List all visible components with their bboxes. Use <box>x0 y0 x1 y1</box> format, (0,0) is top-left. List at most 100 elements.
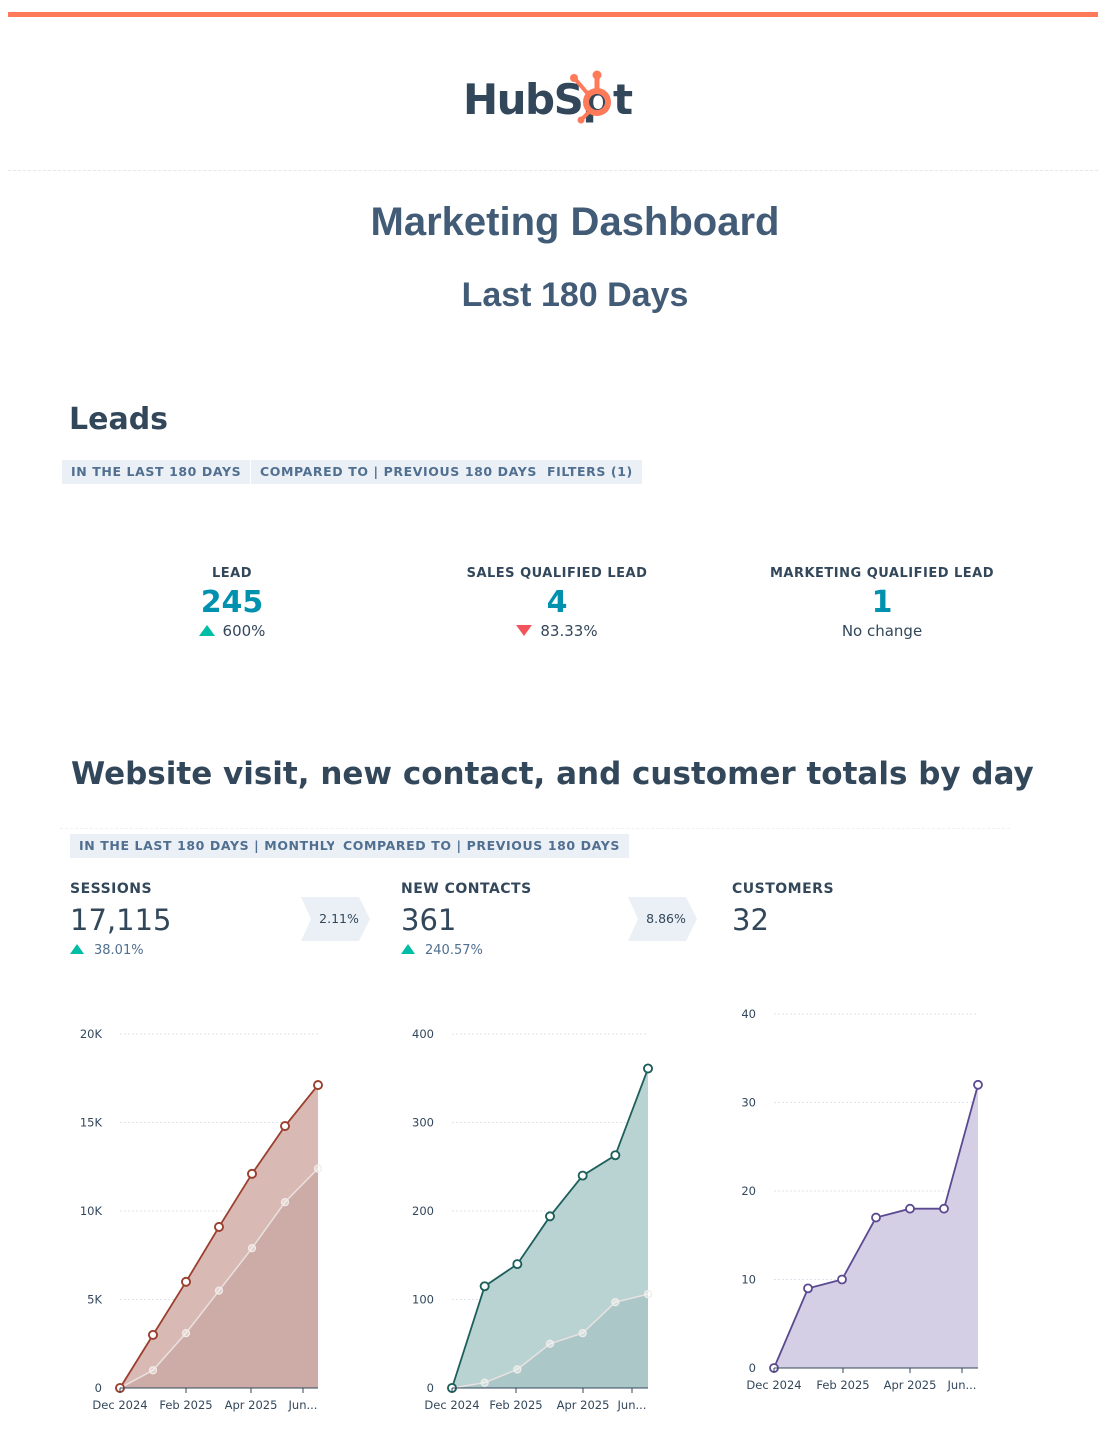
comparison-series-point <box>643 1290 653 1299</box>
comparison-series-line <box>451 1293 649 1389</box>
kpi-sql-change: 83.33% <box>407 622 707 640</box>
primary-series-point <box>313 1080 323 1090</box>
kpi-lead-label: LEAD <box>211 566 253 581</box>
kpi-lead-change-text: 600% <box>222 622 266 640</box>
kpi-lead-change: 600% <box>82 622 382 640</box>
x-tick-label: Dec 2024 <box>92 1398 147 1412</box>
x-tick-label: Dec 2024 <box>424 1398 479 1412</box>
header-panel <box>8 17 1098 171</box>
leads-title: Leads <box>69 402 169 437</box>
hubspot-logo-mark: HubSp t <box>463 70 633 124</box>
funnel-filter-date-range[interactable]: IN THE LAST 180 DAYS | MONTHLY <box>70 834 346 858</box>
kpi-sql-change-text: 83.33% <box>540 622 598 640</box>
up-triangle-icon <box>70 944 84 954</box>
y-tick-label: 20K <box>80 1027 103 1041</box>
kpi-lead: LEAD 245 600% <box>82 566 382 640</box>
primary-series-point <box>837 1274 847 1285</box>
x-tick-label: Apr 2025 <box>884 1378 937 1392</box>
primary-series-point <box>577 1170 588 1181</box>
kpi-mql-value: 1 <box>871 585 893 620</box>
y-tick-label: 15K <box>80 1116 103 1130</box>
y-tick-label: 400 <box>412 1027 434 1041</box>
kpi-lead-value: 245 <box>200 585 264 620</box>
x-tick-label: Feb 2025 <box>489 1398 542 1412</box>
metric-customers-value: 32 <box>732 903 769 937</box>
comparison-series-area <box>452 1294 648 1388</box>
primary-series-point <box>973 1079 983 1090</box>
chevron-arrow-shape <box>628 897 697 941</box>
comparison-series-point <box>513 1365 522 1374</box>
y-tick-label: 10K <box>80 1204 103 1218</box>
leads-filter-comparison[interactable]: COMPARED TO | PREVIOUS 180 DAYS <box>251 460 546 484</box>
up-triangle-icon <box>401 944 415 954</box>
primary-series-point <box>643 1063 653 1074</box>
metric-sessions-value: 17,115 <box>70 903 172 937</box>
conversion-rate-sessions-contacts: 2.11% <box>301 897 370 941</box>
metric-customers: CUSTOMERS 32 <box>732 881 834 937</box>
y-tick-label: 10 <box>741 1273 756 1287</box>
primary-series-point <box>181 1276 191 1287</box>
y-tick-label: 0 <box>749 1361 756 1375</box>
comparison-series-point <box>148 1366 158 1375</box>
comparison-series-point <box>247 1244 257 1253</box>
metric-customers-label: CUSTOMERS <box>732 881 835 897</box>
comparison-series-point <box>578 1328 587 1338</box>
leads-filter-date-range[interactable]: IN THE LAST 180 DAYS <box>62 460 251 484</box>
primary-series-area <box>774 1084 978 1368</box>
y-tick-label: 40 <box>741 1007 756 1021</box>
primary-series-point <box>939 1203 949 1214</box>
hubspot-logo: HubSp t <box>463 66 663 126</box>
kpi-sql-value: 4 <box>546 585 568 620</box>
sessions-chart: 0 5K 10K 15K 20K Dec 2024 Feb 2025 Apr 2025 Jun.… <box>80 1027 323 1412</box>
down-triangle-icon <box>516 625 533 636</box>
primary-series-point <box>247 1168 257 1179</box>
primary-series-area <box>452 1068 648 1388</box>
comparison-series-line <box>119 1167 319 1389</box>
y-tick-label: 5K <box>87 1293 102 1307</box>
conversion-rate-sessions-contacts-text: 2.11% <box>319 911 359 926</box>
primary-series-point <box>214 1222 224 1232</box>
x-tick-label: Jun... <box>617 1398 647 1412</box>
section-divider <box>60 828 1010 829</box>
comparison-series-area <box>120 1168 318 1388</box>
primary-series-point <box>280 1121 290 1131</box>
svg-text:t: t <box>613 75 633 124</box>
y-tick-label: 0 <box>427 1381 434 1395</box>
x-tick-label: Feb 2025 <box>159 1398 212 1412</box>
comparison-series-point <box>545 1339 555 1348</box>
metric-new-contacts-change-text: 240.57% <box>425 943 483 958</box>
funnel-filter-comparison[interactable]: COMPARED TO | PREVIOUS 180 DAYS <box>334 834 629 858</box>
kpi-sql: SALES QUALIFIED LEAD 4 83.33% <box>407 566 707 640</box>
x-tick-label: Apr 2025 <box>557 1398 610 1412</box>
metric-sessions-change: 38.01% <box>70 943 171 958</box>
primary-series-point <box>905 1203 915 1214</box>
chevron-arrow-shape <box>301 897 370 941</box>
y-tick-label: 100 <box>412 1293 434 1307</box>
primary-series-point <box>479 1281 490 1292</box>
metric-sessions: SESSIONS 17,115 38.01% <box>70 881 171 958</box>
funnel-title: Website visit, new contact, and customer… <box>71 756 1034 792</box>
x-tick-label: Jun... <box>947 1378 977 1392</box>
conversion-rate-contacts-customers: 8.86% <box>628 897 697 941</box>
kpi-mql: MARKETING QUALIFIED LEAD 1 No change <box>732 566 1032 640</box>
kpi-mql-label: MARKETING QUALIFIED LEAD <box>769 566 995 581</box>
primary-series-point <box>871 1212 881 1223</box>
comparison-series-point <box>313 1164 323 1173</box>
primary-series-point <box>545 1211 555 1222</box>
conversion-rate-contacts-customers-text: 8.86% <box>646 911 686 926</box>
primary-series-point <box>803 1283 813 1294</box>
comparison-series-point <box>480 1378 489 1387</box>
metric-new-contacts-label: NEW CONTACTS <box>401 881 532 897</box>
leads-filter-count[interactable]: FILTERS (1) <box>538 460 642 484</box>
metric-sessions-label: SESSIONS <box>70 881 153 897</box>
primary-series-point <box>148 1329 158 1340</box>
x-tick-label: Apr 2025 <box>225 1398 278 1412</box>
comparison-series-point <box>181 1328 191 1338</box>
primary-series-point <box>610 1150 621 1161</box>
comparison-series-point <box>611 1298 620 1307</box>
x-tick-label: Dec 2024 <box>746 1378 801 1392</box>
x-tick-label: Jun... <box>288 1398 318 1412</box>
comparison-series-point <box>280 1197 290 1207</box>
metric-sessions-change-text: 38.01% <box>94 943 144 958</box>
y-tick-label: 30 <box>741 1096 756 1110</box>
